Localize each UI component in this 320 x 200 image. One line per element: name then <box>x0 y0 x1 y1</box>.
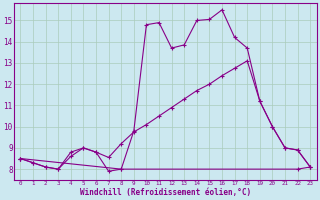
X-axis label: Windchill (Refroidissement éolien,°C): Windchill (Refroidissement éolien,°C) <box>80 188 251 197</box>
